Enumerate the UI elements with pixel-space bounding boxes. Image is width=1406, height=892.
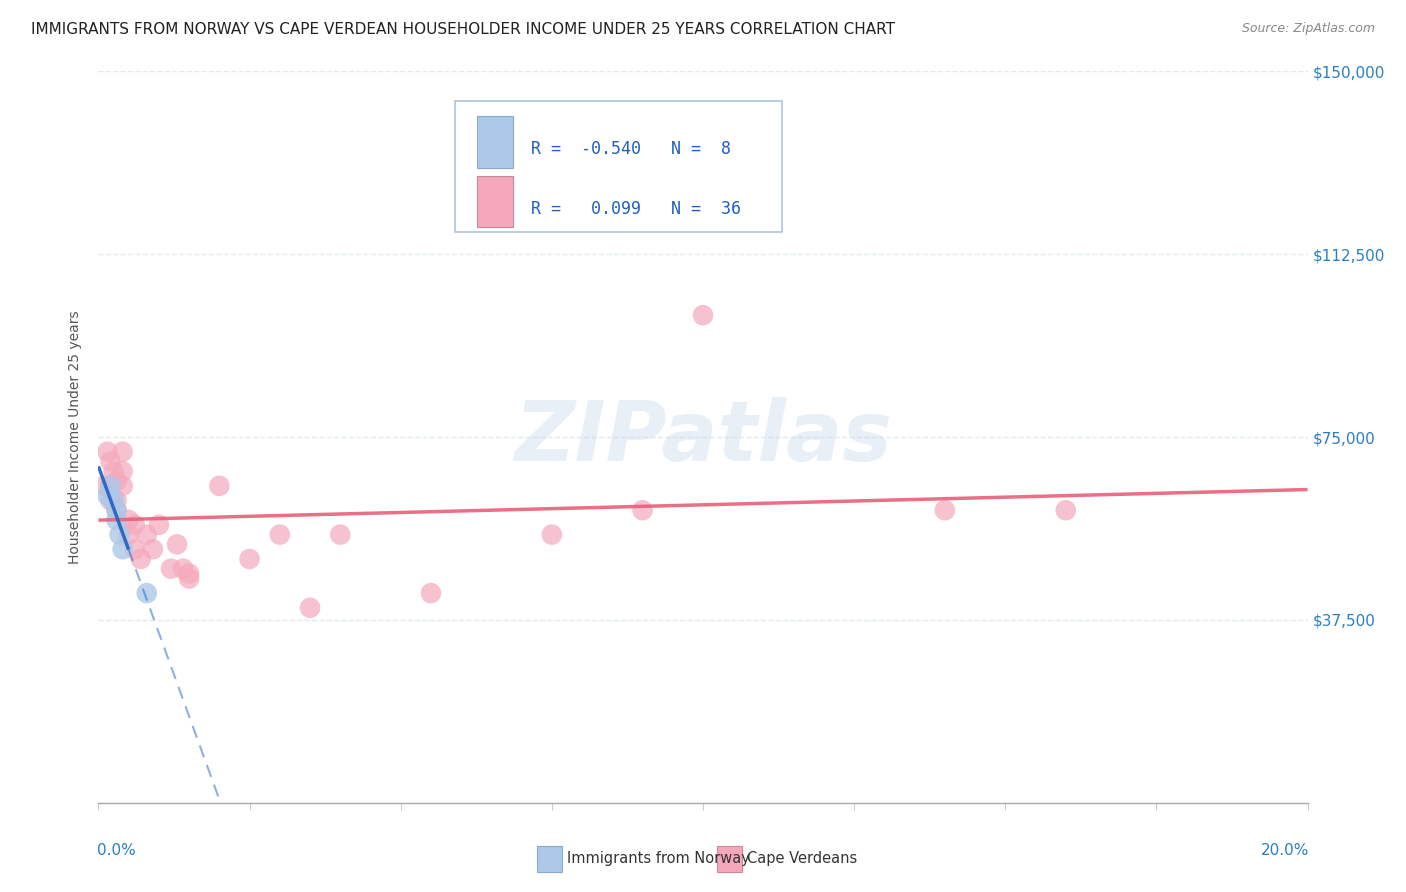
Text: 20.0%: 20.0% xyxy=(1260,843,1309,858)
Point xyxy=(118,527,141,541)
Point xyxy=(269,527,291,541)
Point xyxy=(100,479,122,493)
Point xyxy=(129,552,152,566)
Point xyxy=(93,479,115,493)
Point xyxy=(135,527,157,541)
Point xyxy=(105,493,128,508)
Text: Source: ZipAtlas.com: Source: ZipAtlas.com xyxy=(1241,22,1375,36)
Point xyxy=(934,503,956,517)
Point xyxy=(100,454,122,468)
Point xyxy=(103,493,125,508)
Point xyxy=(166,537,188,551)
Text: R =   0.099   N =  36: R = 0.099 N = 36 xyxy=(531,200,741,218)
Point xyxy=(105,503,128,517)
Point xyxy=(100,479,122,493)
Point xyxy=(160,562,183,576)
Point xyxy=(105,513,128,527)
Text: Immigrants from Norway: Immigrants from Norway xyxy=(567,852,749,866)
Point xyxy=(105,474,128,488)
Text: IMMIGRANTS FROM NORWAY VS CAPE VERDEAN HOUSEHOLDER INCOME UNDER 25 YEARS CORRELA: IMMIGRANTS FROM NORWAY VS CAPE VERDEAN H… xyxy=(31,22,896,37)
Point xyxy=(208,479,231,493)
Point xyxy=(108,527,131,541)
Point xyxy=(105,503,128,517)
Point xyxy=(124,542,146,557)
Text: ZIPatlas: ZIPatlas xyxy=(515,397,891,477)
FancyBboxPatch shape xyxy=(477,176,513,227)
Point xyxy=(96,489,118,503)
Point xyxy=(111,444,134,458)
Point xyxy=(540,527,562,541)
Point xyxy=(111,464,134,478)
Point xyxy=(172,562,194,576)
Point xyxy=(692,308,714,322)
Point xyxy=(179,566,201,581)
Point xyxy=(96,444,118,458)
Point xyxy=(100,493,122,508)
Point xyxy=(124,517,146,532)
FancyBboxPatch shape xyxy=(456,101,782,232)
Point xyxy=(103,464,125,478)
Point xyxy=(420,586,443,600)
Text: R =  -0.540   N =  8: R = -0.540 N = 8 xyxy=(531,140,731,159)
Y-axis label: Householder Income Under 25 years: Householder Income Under 25 years xyxy=(69,310,83,564)
Point xyxy=(239,552,262,566)
FancyBboxPatch shape xyxy=(477,117,513,168)
Point xyxy=(135,586,157,600)
Point xyxy=(142,542,165,557)
Point xyxy=(148,517,170,532)
Point xyxy=(118,513,141,527)
Point xyxy=(631,503,654,517)
Point xyxy=(329,527,352,541)
Point xyxy=(1054,503,1077,517)
Text: Cape Verdeans: Cape Verdeans xyxy=(747,852,856,866)
Point xyxy=(111,479,134,493)
Text: 0.0%: 0.0% xyxy=(97,843,136,858)
Point xyxy=(299,600,322,615)
Point xyxy=(111,542,134,557)
Point xyxy=(179,572,201,586)
